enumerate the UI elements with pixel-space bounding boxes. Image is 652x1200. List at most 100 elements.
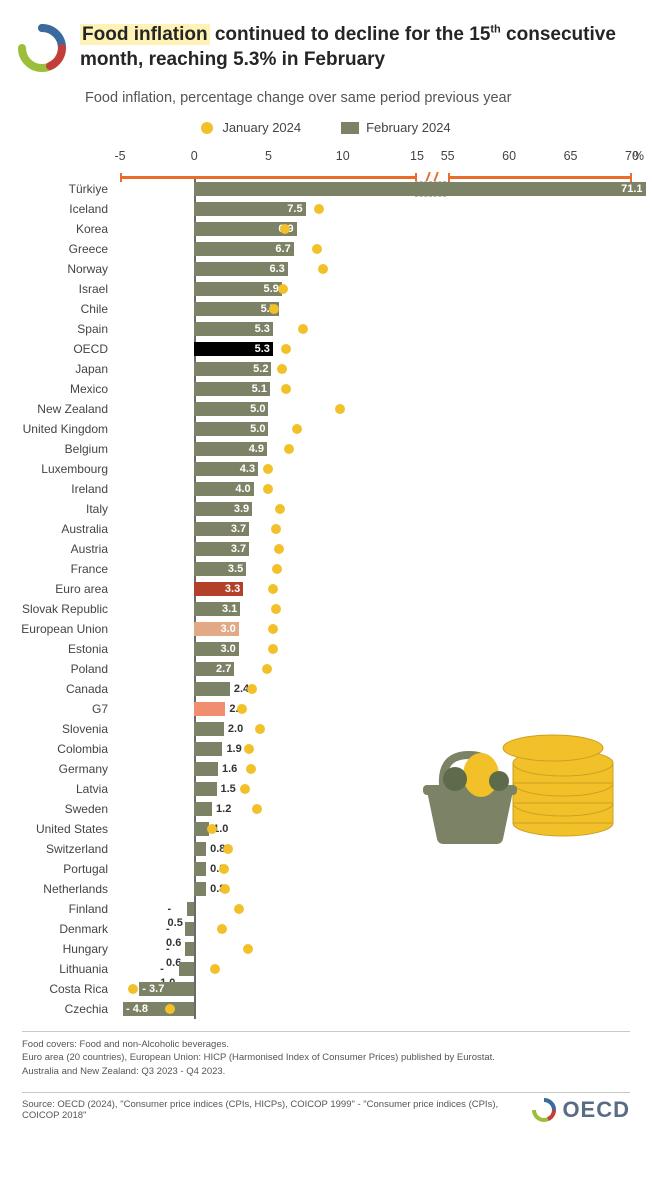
- bar-value: 3.7: [231, 542, 246, 556]
- row-label: Slovak Republic: [0, 599, 114, 619]
- chart-row: Spain5.3: [120, 319, 632, 339]
- bar: 3.1: [194, 602, 240, 616]
- chart-subtitle: Food inflation, percentage change over s…: [0, 72, 652, 110]
- bar-value: 5.0: [250, 422, 265, 436]
- row-label: Greece: [0, 239, 114, 259]
- prev-month-dot: [277, 364, 287, 374]
- prev-month-dot: [278, 284, 288, 294]
- bar: 2.1: [194, 702, 225, 716]
- axis-tick: 60: [502, 149, 516, 163]
- bar: 2.7: [194, 662, 234, 676]
- prev-month-dot: [271, 524, 281, 534]
- axis-tick: 55: [441, 149, 455, 163]
- prev-month-dot: [252, 804, 262, 814]
- bar: 2.0: [194, 722, 224, 736]
- bar-value: 2.0: [224, 722, 243, 736]
- chart-row: Greece6.7: [120, 239, 632, 259]
- row-label: Belgium: [0, 439, 114, 459]
- bar: 5.0: [194, 402, 268, 416]
- chart-row: OECD5.3: [120, 339, 632, 359]
- chart-row: Switzerland0.8: [120, 839, 632, 859]
- bar: 4.9: [194, 442, 267, 456]
- bar: 3.0: [194, 622, 239, 636]
- row-label: Portugal: [0, 859, 114, 879]
- bar-value: 71.1: [621, 182, 642, 196]
- chart-row: Czechia- 4.8: [120, 999, 632, 1019]
- chart-row: Lithuania- 1.0: [120, 959, 632, 979]
- prev-month-dot: [280, 224, 290, 234]
- oecd-wordmark: OECD: [562, 1097, 630, 1123]
- bar: - 4.8: [123, 1002, 194, 1016]
- chart-row: Canada2.4: [120, 679, 632, 699]
- chart-row: Denmark- 0.6: [120, 919, 632, 939]
- prev-month-dot: [318, 264, 328, 274]
- row-label: Denmark: [0, 919, 114, 939]
- bar: 3.7: [194, 542, 249, 556]
- row-label: Türkiye: [0, 179, 114, 199]
- row-label: Slovenia: [0, 719, 114, 739]
- chart-row: Netherlands0.8: [120, 879, 632, 899]
- bar: 3.9: [194, 502, 252, 516]
- bar-value: 1.2: [212, 802, 231, 816]
- prev-month-dot: [223, 844, 233, 854]
- bar: 1.5: [194, 782, 216, 796]
- prev-month-dot: [243, 944, 253, 954]
- row-label: Canada: [0, 679, 114, 699]
- bar-value: 5.2: [253, 362, 268, 376]
- bar-value: 7.5: [287, 202, 302, 216]
- bar: 4.3: [194, 462, 258, 476]
- chart-row: Finland- 0.5: [120, 899, 632, 919]
- bar: 3.7: [194, 522, 249, 536]
- row-label: Lithuania: [0, 959, 114, 979]
- footnote-line: Food covers: Food and non-Alcoholic beve…: [22, 1038, 630, 1051]
- chart-row: Austria3.7: [120, 539, 632, 559]
- bar-value: 3.9: [234, 502, 249, 516]
- bar-value: 3.0: [220, 622, 235, 636]
- footer: Source: OECD (2024), "Consumer price ind…: [0, 1093, 652, 1139]
- row-label: OECD: [0, 339, 114, 359]
- axis-tick: 5: [265, 149, 272, 163]
- chart-row: Japan5.2: [120, 359, 632, 379]
- oecd-logo-icon: [18, 24, 66, 72]
- bar-value: 3.3: [225, 582, 240, 596]
- prev-month-dot: [271, 604, 281, 614]
- bar: 3.0: [194, 642, 239, 656]
- prev-month-dot: [207, 824, 217, 834]
- chart-row: Estonia3.0: [120, 639, 632, 659]
- header: Food inflation continued to decline for …: [0, 22, 652, 72]
- chart-row: Ireland4.0: [120, 479, 632, 499]
- legend: January 2024 February 2024: [0, 110, 652, 141]
- bar: 3.5: [194, 562, 246, 576]
- prev-month-dot: [268, 624, 278, 634]
- chart-row: Luxembourg4.3: [120, 459, 632, 479]
- row-label: Spain: [0, 319, 114, 339]
- prev-month-dot: [234, 904, 244, 914]
- legend-item-january: January 2024: [201, 120, 301, 135]
- axis-tick: 65: [564, 149, 578, 163]
- bar-value: 3.5: [228, 562, 243, 576]
- row-label: Sweden: [0, 799, 114, 819]
- bar-value: 3.7: [231, 522, 246, 536]
- axis-tick: -5: [114, 149, 125, 163]
- bar: - 0.6: [185, 942, 194, 956]
- bar: 0.8: [194, 862, 206, 876]
- bar: 6.3: [194, 262, 288, 276]
- row-label: Costa Rica: [0, 979, 114, 999]
- prev-month-dot: [314, 204, 324, 214]
- oecd-footer-logo: OECD: [532, 1097, 630, 1123]
- row-label: Germany: [0, 759, 114, 779]
- chart-row: New Zealand5.0: [120, 399, 632, 419]
- prev-month-dot: [268, 644, 278, 654]
- bar: 2.4: [194, 682, 230, 696]
- bar: 0.8: [194, 882, 206, 896]
- prev-month-dot: [284, 444, 294, 454]
- row-label: Austria: [0, 539, 114, 559]
- prev-month-dot: [272, 564, 282, 574]
- row-label: Colombia: [0, 739, 114, 759]
- infographic-page: Food inflation continued to decline for …: [0, 0, 652, 1139]
- legend-label: February 2024: [366, 120, 451, 135]
- prev-month-dot: [298, 324, 308, 334]
- row-label: Norway: [0, 259, 114, 279]
- source-text: Source: OECD (2024), "Consumer price ind…: [22, 1099, 532, 1121]
- bar-value: 1.6: [218, 762, 237, 776]
